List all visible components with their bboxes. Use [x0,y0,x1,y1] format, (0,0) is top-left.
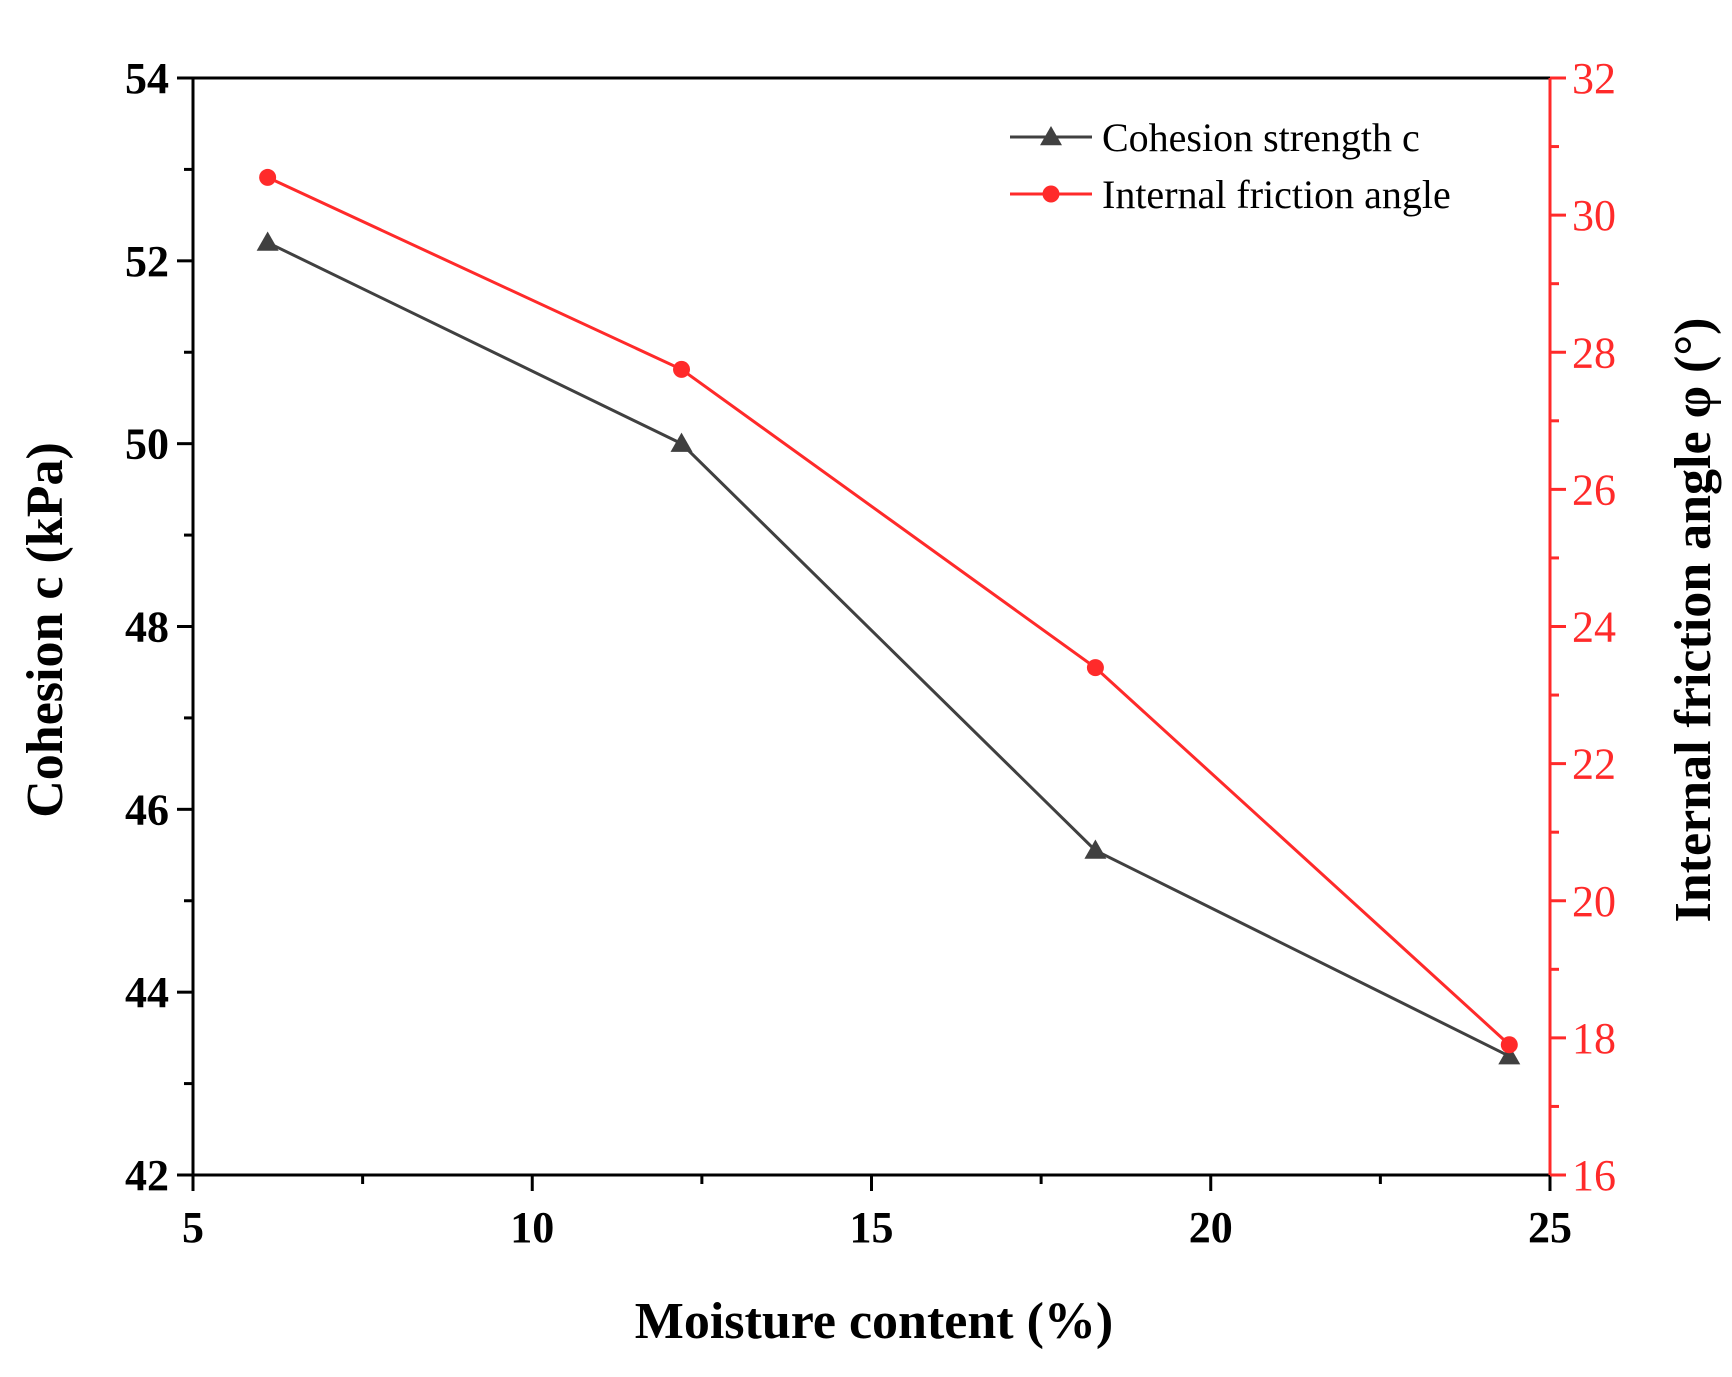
legend: Cohesion strength c Internal friction ang… [1010,115,1451,217]
data-point [1084,839,1107,859]
series-2 [259,168,1518,1054]
y2-tick-label: 22 [1572,740,1616,789]
x-tick-label: 5 [182,1203,204,1252]
legend-label: Internal friction angle [1102,172,1451,217]
series-line [267,176,1511,1046]
axes: 5 10 15 20 25 42 44 46 48 50 52 54 16 18 20 22 24 26 28 30 3… [125,54,1616,1252]
x-tick-label: 10 [510,1203,554,1252]
y-tick-label: 48 [125,603,169,652]
data-point [1086,659,1104,677]
circle-marker-icon [1042,185,1060,203]
y2-axis-title: Internal friction angle φ (°) [1665,318,1722,923]
y2-tick-label: 20 [1572,877,1616,926]
legend-item-2: Internal friction angle [1010,172,1451,217]
data-point [259,168,277,186]
series-1 [256,231,1521,1065]
y2-tick-label: 28 [1572,328,1616,377]
y2-tick-label: 30 [1572,191,1616,240]
legend-label: Cohesion strength c [1102,115,1420,160]
y-tick-label: 50 [125,420,169,469]
triangle-marker-icon [1040,126,1062,146]
legend-item-1: Cohesion strength c [1010,115,1420,160]
y-axis-title: Cohesion c (kPa) [17,442,74,818]
y-tick-label: 44 [125,968,169,1017]
y2-tick-label: 26 [1572,465,1616,514]
series-line [266,241,1510,1058]
y-tick-label: 52 [125,237,169,286]
x-tick-label: 20 [1189,1203,1233,1252]
y-tick-label: 46 [125,785,169,834]
data-point [673,360,691,378]
y2-tick-label: 24 [1572,603,1616,652]
data-point [1500,1036,1518,1054]
data-point [670,432,693,452]
x-tick-label: 25 [1528,1203,1572,1252]
series-layer [256,168,1521,1065]
x-axis-title: Moisture content (%) [635,1293,1114,1350]
data-point [256,231,279,251]
y2-tick-label: 16 [1572,1151,1616,1200]
y2-tick-label: 18 [1572,1014,1616,1063]
y2-tick-label: 32 [1572,54,1616,103]
data-point [1498,1045,1521,1065]
y-tick-label: 42 [125,1151,169,1200]
x-tick-label: 15 [850,1203,894,1252]
y-tick-label: 54 [125,54,169,103]
